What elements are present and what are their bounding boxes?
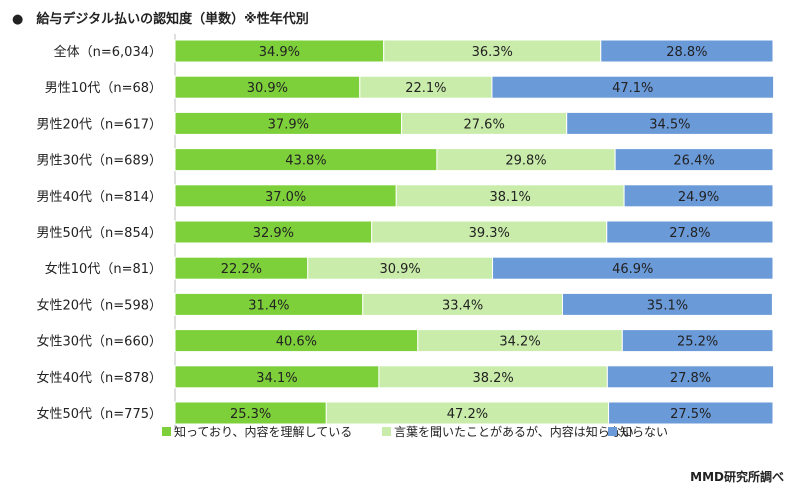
data-label: 27.8%	[670, 371, 711, 386]
data-label: 38.1%	[490, 190, 531, 205]
data-label: 27.6%	[464, 117, 505, 132]
data-label: 29.8%	[505, 154, 546, 169]
data-label: 37.0%	[265, 190, 306, 205]
data-label: 22.1%	[405, 81, 446, 96]
data-label: 35.1%	[647, 298, 688, 313]
data-label: 26.4%	[673, 154, 714, 169]
data-label: 30.9%	[379, 262, 420, 277]
data-label: 24.9%	[678, 190, 719, 205]
category-label: 男性10代（n=68）	[45, 81, 162, 96]
data-label: 27.5%	[670, 407, 711, 422]
data-label: 40.6%	[276, 335, 317, 350]
bar-segment	[621, 329, 774, 353]
data-label: 36.3%	[472, 45, 513, 60]
data-label: 28.8%	[666, 45, 707, 60]
category-label: 男性40代（n=814）	[37, 190, 163, 205]
data-label: 25.2%	[677, 335, 718, 350]
category-label: 男性30代（n=689）	[37, 154, 163, 169]
data-label: 34.2%	[499, 335, 540, 350]
category-label: 全体（n=6,034）	[54, 44, 162, 60]
category-label: 女性30代（n=660）	[37, 334, 163, 350]
bar-segment	[492, 256, 774, 280]
bar-segment	[491, 75, 775, 99]
bar-segment	[600, 39, 774, 63]
category-label: 男性50代（n=854）	[37, 226, 163, 241]
data-label: 27.8%	[669, 226, 710, 241]
data-label: 31.4%	[248, 298, 289, 313]
data-label: 37.9%	[268, 117, 309, 132]
data-label: 47.2%	[447, 407, 488, 422]
data-label: 22.2%	[221, 262, 262, 277]
legend-swatch	[162, 427, 171, 436]
bar-segment	[608, 401, 774, 425]
data-label: 43.8%	[285, 154, 326, 169]
data-label: 30.9%	[247, 81, 288, 96]
bar-segment	[606, 365, 775, 389]
data-label: 25.3%	[230, 407, 271, 422]
bar-segment	[562, 292, 773, 316]
category-label: 女性50代（n=775）	[37, 406, 163, 422]
bar-segment	[566, 111, 774, 135]
legend-swatch	[382, 427, 391, 436]
data-label: 34.9%	[259, 45, 300, 60]
legend-label: 言葉を聞いたことがあるが、内容は知らない	[394, 424, 634, 439]
data-label: 34.5%	[649, 117, 690, 132]
category-label: 女性20代（n=598）	[37, 297, 163, 313]
data-label: 39.3%	[469, 226, 510, 241]
bar-segment	[606, 220, 774, 244]
category-label: 女性10代（n=81）	[45, 261, 162, 277]
bar-segment	[623, 184, 774, 208]
legend-label: 知っており、内容を理解している	[174, 424, 352, 439]
data-label: 32.9%	[253, 226, 294, 241]
source-credit: MMD研究所調べ	[690, 470, 784, 484]
bar-segment	[614, 148, 774, 172]
data-label: 38.2%	[472, 371, 513, 386]
data-label: 34.1%	[256, 371, 297, 386]
legend-swatch	[608, 427, 617, 436]
chart-title: ● 給与デジタル払いの認知度（単数）※性年代別	[12, 12, 309, 27]
category-label: 男性20代（n=617）	[37, 117, 163, 132]
data-label: 47.1%	[612, 81, 653, 96]
data-label: 33.4%	[442, 298, 483, 313]
legend-label: 知らない	[620, 425, 668, 439]
category-label: 女性40代（n=878）	[37, 370, 163, 386]
data-label: 46.9%	[612, 262, 653, 277]
